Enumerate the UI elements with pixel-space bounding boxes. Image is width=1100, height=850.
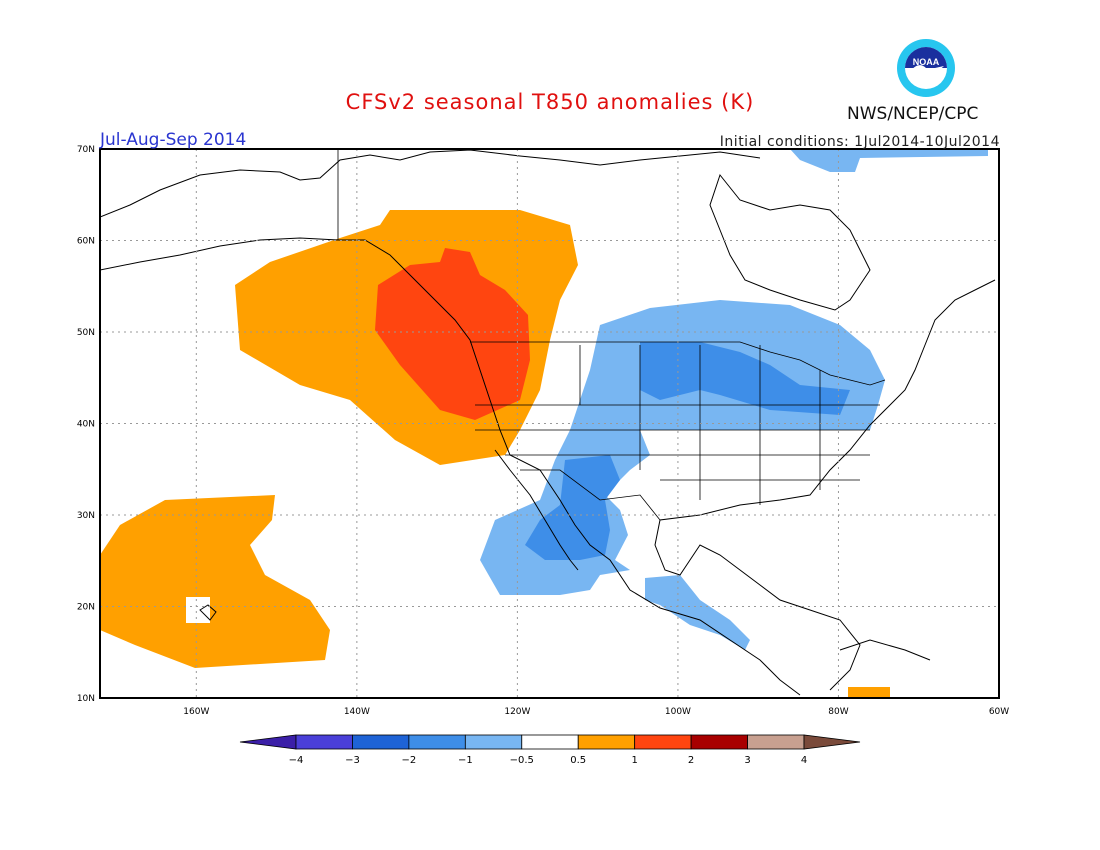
- colorbar-label: 4: [801, 755, 807, 766]
- cool-anomaly-central-america: [645, 575, 750, 650]
- graticule: [100, 149, 999, 698]
- colorbar-box: [464, 734, 523, 750]
- longitude-label: 100W: [665, 707, 691, 717]
- latitude-label: 30N: [77, 511, 95, 521]
- longitude-labels: 160W 140W 120W 100W 80W 60W: [183, 707, 1009, 717]
- longitude-label: 140W: [344, 707, 370, 717]
- latitude-label: 50N: [77, 328, 95, 338]
- colorbar-label: 0.5: [570, 755, 586, 766]
- latitude-label: 70N: [77, 145, 95, 155]
- latitude-label: 40N: [77, 420, 95, 430]
- latitude-labels: 10N 20N 30N 40N 50N 60N 70N: [77, 145, 95, 704]
- longitude-label: 160W: [183, 707, 209, 717]
- colorbar-arrow-high: [803, 734, 861, 750]
- colorbar-box: [577, 734, 636, 750]
- colorbar-box: [352, 734, 410, 750]
- noaa-logo: NOAA: [897, 39, 955, 97]
- coastlines: [100, 149, 996, 696]
- longitude-label: 80W: [828, 707, 848, 717]
- latitude-label: 60N: [77, 237, 95, 247]
- latitude-label: 10N: [77, 694, 95, 704]
- colorbar-label: −3: [345, 755, 360, 766]
- colorbar-box: [408, 734, 466, 750]
- moderate-cool-anomaly-southwest: [525, 455, 620, 560]
- hawaii-gap: [186, 597, 210, 623]
- initial-conditions-label: Initial conditions: 1Jul2014-10Jul2014: [719, 134, 1000, 150]
- colorbar-label: −4: [289, 755, 304, 766]
- moderate-cool-anomaly-plains: [640, 342, 850, 415]
- colorbar-label: −1: [458, 755, 473, 766]
- warm-anomaly-south-america: [848, 687, 890, 698]
- colorbar-box: [747, 734, 805, 750]
- map-frame: [99, 148, 1000, 699]
- colorbar-label: 2: [688, 755, 694, 766]
- colorbar-box: [634, 734, 692, 750]
- colorbar-arrow-low: [239, 734, 297, 750]
- strong-warm-anomaly-british-columbia: [375, 248, 530, 420]
- warm-anomaly-hawaii: [100, 495, 330, 668]
- political-boundaries: [337, 149, 886, 521]
- agency-label: NWS/NCEP/CPC: [847, 104, 979, 124]
- map-title: CFSv2 seasonal T850 anomalies (K): [345, 90, 755, 114]
- colorbar-box: [521, 734, 579, 750]
- colorbar-label: −2: [402, 755, 417, 766]
- colorbar-label: 3: [744, 755, 750, 766]
- latitude-label: 20N: [77, 603, 95, 613]
- cool-anomaly-alaska-arctic: [790, 149, 988, 172]
- longitude-label: 120W: [504, 707, 530, 717]
- season-label: Jul-Aug-Sep 2014: [100, 130, 247, 150]
- colorbar-label: 1: [631, 755, 637, 766]
- colorbar-box: [690, 734, 748, 750]
- colorbar-label: −0.5: [510, 755, 534, 766]
- longitude-label: 60W: [989, 707, 1009, 717]
- colorbar-box: [295, 734, 353, 750]
- svg-text:NOAA: NOAA: [913, 57, 940, 67]
